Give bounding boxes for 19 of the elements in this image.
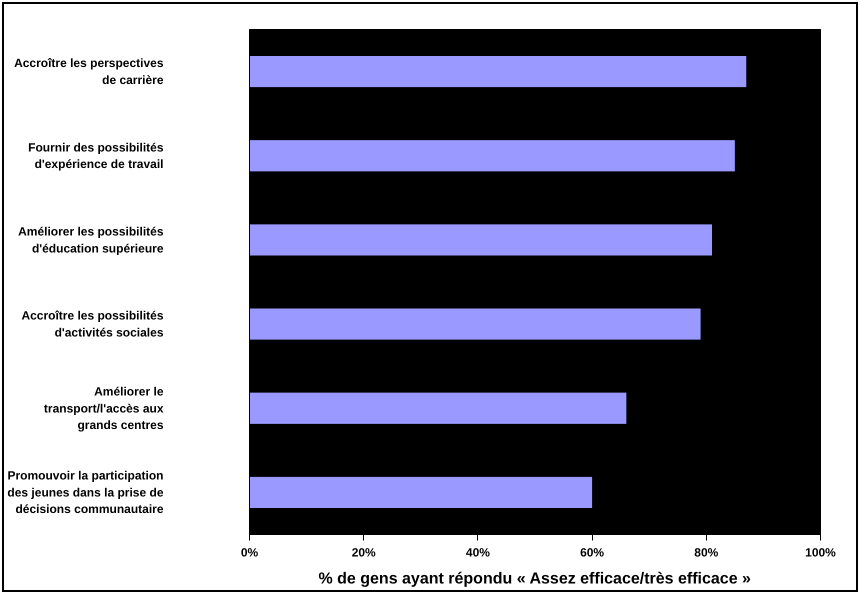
bar [250,140,735,172]
y-tick-label: Accroître les perspectives de carrière [14,56,164,87]
y-tick-label: Promouvoir la participation des jeunes dans la prise de décisions communautaire [7,468,164,516]
bar [250,308,701,340]
bar [250,56,746,88]
y-tick-label: Améliorer le transport/l'accès aux grands centres [44,384,164,432]
bar [250,476,592,508]
x-tick-label: 100% [805,546,836,560]
y-tick-label: Accroître les possibilités d'activités sociales [21,308,164,340]
bar [250,392,626,424]
x-tick-label: 60% [580,546,604,560]
x-tick-label: 40% [466,546,490,560]
x-axis-title: % de gens ayant répondu « Assez efficace/très efficace » [318,570,752,588]
y-tick-label: Améliorer les possibilités d'éducation supérieure [18,224,164,256]
y-tick-label: Fournir des possibilités d'expérience de travail [28,140,164,172]
bar [250,224,712,256]
x-tick-label: 80% [694,546,719,560]
x-tick-label: 0% [240,546,258,560]
x-tick-label: 20% [352,546,376,560]
